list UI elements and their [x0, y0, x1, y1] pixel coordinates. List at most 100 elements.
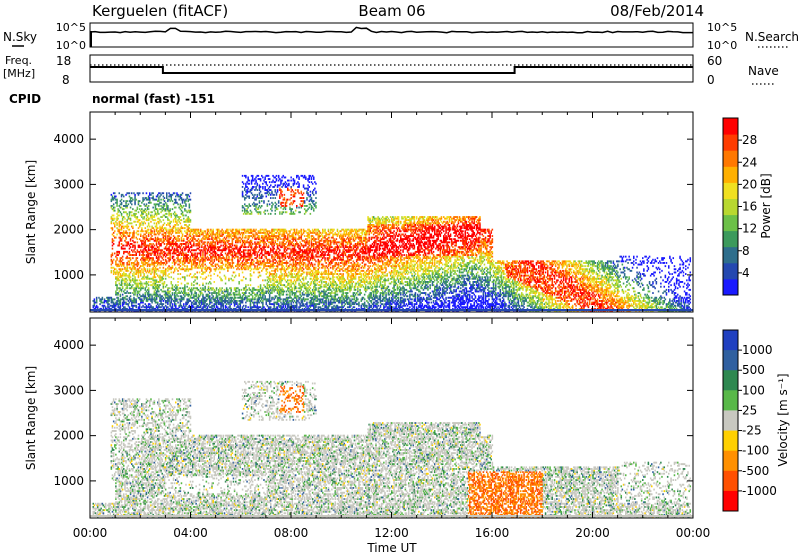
power-cell [241, 195, 244, 198]
power-cell [230, 277, 232, 280]
power-cell [204, 271, 206, 274]
power-cell [175, 224, 177, 226]
power-cell [167, 303, 169, 306]
power-cell [228, 255, 230, 258]
power-cell [147, 252, 150, 255]
power-cell [227, 252, 229, 255]
power-cell [290, 228, 292, 231]
power-cell [175, 219, 177, 222]
power-cell [244, 239, 246, 242]
power-cell [231, 254, 234, 256]
power-cell [141, 220, 143, 223]
power-cell [219, 246, 221, 249]
power-cell [268, 186, 271, 188]
power-cell [114, 217, 116, 220]
power-cell [120, 239, 123, 242]
power-cell [119, 258, 122, 261]
power-cell [273, 186, 275, 188]
power-cell [125, 301, 127, 304]
power-cell [125, 193, 127, 196]
power-cell [187, 225, 190, 228]
power-cell [121, 296, 124, 299]
power-cell [193, 260, 195, 263]
power-cell [136, 238, 139, 241]
power-cell [151, 225, 153, 228]
power-cell [212, 244, 214, 247]
power-cell [141, 227, 143, 230]
power-cell [259, 241, 262, 244]
power-cell [211, 246, 213, 249]
power-cell [159, 303, 161, 306]
power-cell [172, 241, 175, 244]
power-cell [112, 303, 115, 306]
power-cell [158, 203, 160, 206]
power-cell [265, 182, 268, 185]
power-cell [157, 290, 159, 293]
power-cell [157, 307, 159, 310]
power-cell [249, 249, 252, 252]
power-cell [133, 241, 135, 244]
power-cell [283, 231, 286, 234]
power-cell [283, 182, 286, 185]
power-cell [177, 257, 179, 260]
power-cell [123, 262, 125, 264]
power-cell [155, 279, 158, 282]
power-cell [291, 290, 294, 293]
power-cell [249, 250, 252, 253]
power-cell [141, 268, 143, 271]
power-cell [118, 224, 121, 226]
power-cell [133, 296, 135, 299]
power-cell [144, 303, 147, 306]
power-cell [261, 174, 263, 177]
power-cell [125, 303, 127, 306]
power-cell [184, 277, 186, 280]
power-cell [155, 269, 158, 272]
power-cell [146, 244, 149, 247]
power-cell [271, 192, 273, 195]
power-cell [229, 252, 231, 255]
power-cell [197, 241, 200, 244]
power-cell [215, 306, 218, 309]
power-cell [219, 301, 221, 304]
power-cell [248, 287, 251, 290]
power-cell [230, 296, 232, 299]
power-cell [196, 262, 199, 264]
power-cell [229, 287, 231, 290]
power-cell [193, 244, 195, 247]
power-cell [146, 292, 149, 294]
power-cell [144, 249, 147, 252]
power-cell [193, 230, 195, 233]
power-cell [290, 201, 292, 204]
power-cell [167, 206, 169, 209]
power-cell [207, 233, 210, 236]
power-cell [293, 300, 296, 302]
power-cell [192, 288, 194, 291]
power-cell [233, 236, 236, 239]
power-cell [231, 230, 234, 233]
power-cell [177, 263, 179, 266]
power-cell [146, 296, 149, 299]
power-cell [135, 254, 138, 256]
power-cell [272, 249, 274, 252]
power-cell [108, 303, 110, 306]
power-cell [108, 298, 110, 301]
power-cell [110, 217, 113, 220]
power-cell [180, 295, 183, 298]
power-cell [266, 271, 269, 274]
power-cell [203, 306, 205, 309]
power-cell [120, 243, 123, 245]
power-cell [114, 195, 116, 198]
power-cell [251, 193, 254, 196]
power-cell [161, 290, 164, 293]
power-cell [242, 276, 245, 279]
power-cell [119, 307, 122, 310]
power-cell [254, 193, 256, 196]
power-cell [181, 214, 184, 217]
power-cell [223, 295, 226, 298]
power-cell [167, 306, 169, 309]
power-cell [207, 247, 210, 250]
power-cell [222, 247, 225, 250]
cpid-label: CPID [9, 92, 41, 106]
power-cell [161, 269, 164, 272]
power-cell [212, 304, 214, 307]
